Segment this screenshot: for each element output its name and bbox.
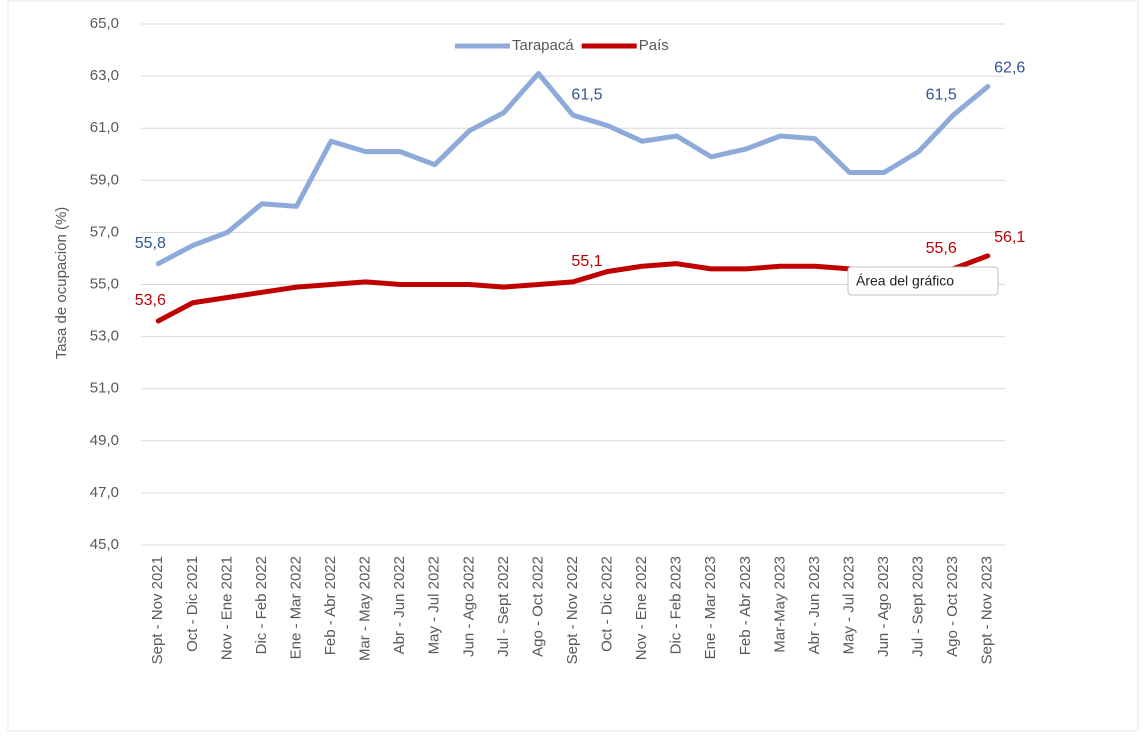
y-tick-label: 47,0 — [90, 484, 119, 501]
data-label: 55,6 — [926, 240, 957, 257]
x-tick-label: Feb - Abr 2022 — [322, 556, 339, 655]
legend-label: País — [639, 37, 669, 54]
y-tick-label: 65,0 — [90, 15, 119, 32]
data-label: 53,6 — [135, 292, 166, 309]
x-tick-label: Dic - Feb 2022 — [253, 556, 270, 654]
y-tick-label: 57,0 — [90, 223, 119, 240]
x-tick-label: Nov - Ene 2021 — [218, 556, 235, 660]
data-label: 61,5 — [926, 86, 957, 103]
x-tick-label: Jul - Sept 2022 — [495, 556, 512, 657]
x-tick-label: Oct - Dic 2021 — [184, 556, 201, 652]
chart-frame — [7, 0, 1139, 732]
x-tick-label: Ago - Oct 2023 — [944, 556, 961, 657]
x-tick-label: Mar-May 2023 — [771, 556, 788, 653]
tooltip-box — [847, 266, 999, 296]
x-tick-label: Ene - Mar 2023 — [702, 556, 719, 659]
x-tick-label: Jul - Sept 2023 — [910, 556, 927, 657]
data-label: 62,6 — [994, 60, 1025, 77]
data-label: 61,5 — [571, 86, 602, 103]
x-tick-label: Oct - Dic 2022 — [599, 556, 616, 652]
legend-label: Tarapacá — [512, 37, 574, 54]
data-label: 56,1 — [994, 229, 1025, 246]
series-line — [155, 70, 991, 267]
x-tick-label: Ene - Mar 2022 — [287, 556, 304, 659]
y-tick-label: 59,0 — [90, 171, 119, 188]
y-axis-label: Tasa de ocupacion (%) — [53, 207, 70, 360]
x-tick-label: May - Jul 2022 — [426, 556, 443, 654]
x-tick-label: Nov - Ene 2022 — [633, 556, 650, 660]
x-tick-label: Sept - Nov 2021 — [149, 556, 166, 664]
y-tick-label: 53,0 — [90, 328, 119, 345]
tooltip-text: Área del gráfico — [856, 273, 954, 289]
x-tick-label: Abr - Jun 2022 — [391, 556, 408, 654]
x-tick-label: May - Jul 2023 — [840, 556, 857, 654]
y-tick-label: 63,0 — [90, 67, 119, 84]
data-label: 55,1 — [571, 253, 602, 270]
x-tick-label: Dic - Feb 2023 — [668, 556, 685, 654]
data-label: 55,8 — [135, 235, 166, 252]
x-tick-label: Sept - Nov 2023 — [979, 556, 996, 664]
y-tick-label: 45,0 — [90, 536, 119, 553]
x-tick-label: Jun - Ago 2023 — [875, 556, 892, 657]
x-tick-label: Sept - Nov 2022 — [564, 556, 581, 664]
x-tick-label: Mar - May 2022 — [357, 556, 374, 661]
y-tick-label: 49,0 — [90, 432, 119, 449]
y-tick-label: 51,0 — [90, 380, 119, 397]
x-tick-label: Jun - Ago 2022 — [460, 556, 477, 657]
x-tick-label: Ago - Oct 2022 — [529, 556, 546, 657]
y-tick-label: 61,0 — [90, 119, 119, 136]
x-tick-label: Abr - Jun 2023 — [806, 556, 823, 654]
y-tick-label: 55,0 — [90, 275, 119, 292]
x-tick-label: Feb - Abr 2023 — [737, 556, 754, 655]
